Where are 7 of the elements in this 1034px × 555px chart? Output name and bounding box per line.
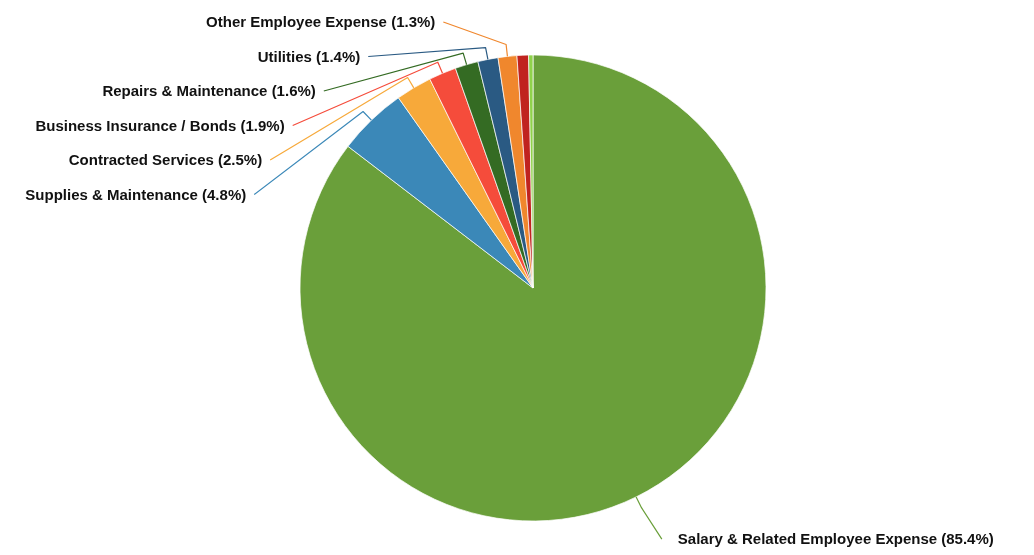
slice-label: Contracted Services (2.5%): [68, 151, 263, 169]
slice-label: Salary & Related Employee Expense (85.4%): [677, 530, 994, 548]
slice-label: Repairs & Maintenance (1.6%): [102, 82, 316, 100]
slice-label: Utilities (1.4%): [257, 47, 361, 65]
slice-label: Other Employee Expense (1.3%): [206, 13, 436, 31]
slice-label: Supplies & Maintenance (4.8%): [25, 185, 247, 203]
slice-label: Business Insurance / Bonds (1.9%): [35, 116, 285, 134]
